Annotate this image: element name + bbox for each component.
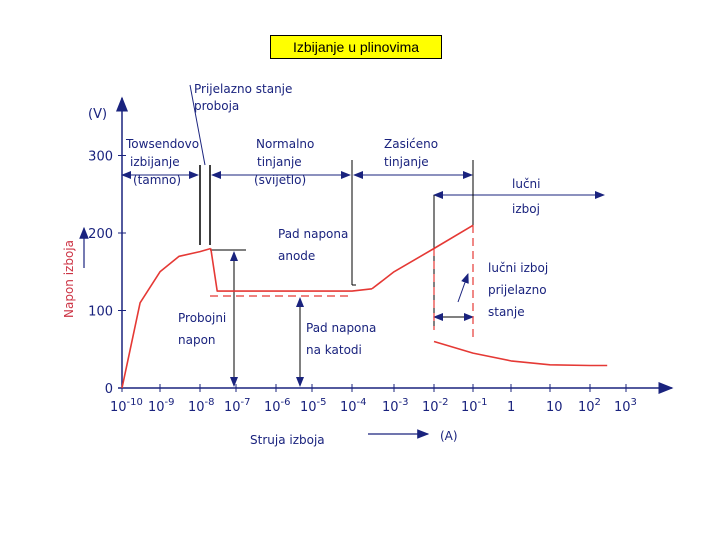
ann-lucni-prijelazno-1: lučni izboj bbox=[488, 261, 548, 275]
y-tick-label: 100 bbox=[88, 305, 113, 320]
ann-zasiceno-2: tinjanje bbox=[384, 155, 429, 169]
series-curve-4 bbox=[433, 340, 608, 367]
x-tick-label: 10-2 bbox=[422, 397, 449, 415]
x-tick-label: 10-5 bbox=[300, 397, 327, 415]
lucni-leader bbox=[457, 273, 469, 303]
ann-normalno-3: (svijetlo) bbox=[254, 173, 306, 187]
ann-pad-katodi-1: Pad napona bbox=[306, 321, 376, 335]
x-tick-label: 10-3 bbox=[382, 397, 409, 415]
ann-prijelazno-2: proboja bbox=[194, 99, 239, 113]
ann-prijelazno-1: Prijelazno stanje bbox=[194, 82, 292, 96]
ann-pad-anode-2: anode bbox=[278, 249, 315, 263]
x-tick-label: 10-6 bbox=[264, 397, 291, 415]
ann-lucni-prijelazno-2: prijelazno bbox=[488, 283, 547, 297]
prijelazno-leader bbox=[189, 84, 206, 166]
ann-normalno-2: tinjanje bbox=[257, 155, 302, 169]
ann-pad-anode-1: Pad napona bbox=[278, 227, 348, 241]
x-unit: (A) bbox=[440, 429, 458, 443]
series-curve-2 bbox=[210, 248, 373, 292]
series-curve-1 bbox=[121, 247, 212, 389]
x-tick-label: 10-4 bbox=[340, 397, 367, 415]
ann-towsend-3: (tamno) bbox=[133, 173, 181, 187]
x-tick-label: 10-8 bbox=[188, 397, 215, 415]
y-tick-label: 300 bbox=[88, 150, 113, 165]
ann-pad-katodi-2: na katodi bbox=[306, 343, 362, 357]
ann-probojni-1: Probojni bbox=[178, 311, 226, 325]
x-tick-label: 1 bbox=[507, 400, 515, 415]
annotations: Prijelazno stanje proboja Towsendovo izb… bbox=[125, 82, 548, 357]
ann-lucni-prijelazno-3: stanje bbox=[488, 305, 525, 319]
ann-probojni-2: napon bbox=[178, 333, 216, 347]
x-tick-label: 10 bbox=[546, 400, 563, 415]
x-tick-label: 10-1 bbox=[461, 397, 488, 415]
y-unit: (V) bbox=[88, 107, 107, 122]
ann-zasiceno-1: Zasićeno bbox=[384, 137, 438, 151]
y-tick-label: 0 bbox=[105, 382, 113, 397]
ann-towsend-1: Towsendovo bbox=[125, 137, 199, 151]
y-ticks: 0 100 200 300 bbox=[88, 150, 126, 397]
ann-lucni-2: izboj bbox=[512, 202, 540, 216]
x-ticks: 10-10 10-9 10-8 10-7 10-6 10-5 10-4 10-3 10-2 10-… bbox=[110, 384, 637, 415]
ann-lucni-1: lučni bbox=[512, 177, 540, 191]
series-curve-3 bbox=[371, 224, 474, 290]
x-tick-label: 10-9 bbox=[148, 397, 175, 415]
x-tick-label: 10-7 bbox=[224, 397, 251, 415]
x-axis-label: Struja izboja bbox=[250, 433, 325, 447]
curves bbox=[121, 224, 608, 389]
y-tick-label: 200 bbox=[88, 227, 113, 242]
x-tick-label: 102 bbox=[578, 397, 601, 415]
x-tick-label: 103 bbox=[614, 397, 637, 415]
y-axis-label: Napon izboja bbox=[62, 240, 76, 318]
ann-normalno-1: Normalno bbox=[256, 137, 314, 151]
x-tick-label: 10-10 bbox=[110, 397, 143, 415]
ann-towsend-2: izbijanje bbox=[130, 155, 180, 169]
chart-title: Izbijanje u plinovima bbox=[270, 35, 442, 59]
